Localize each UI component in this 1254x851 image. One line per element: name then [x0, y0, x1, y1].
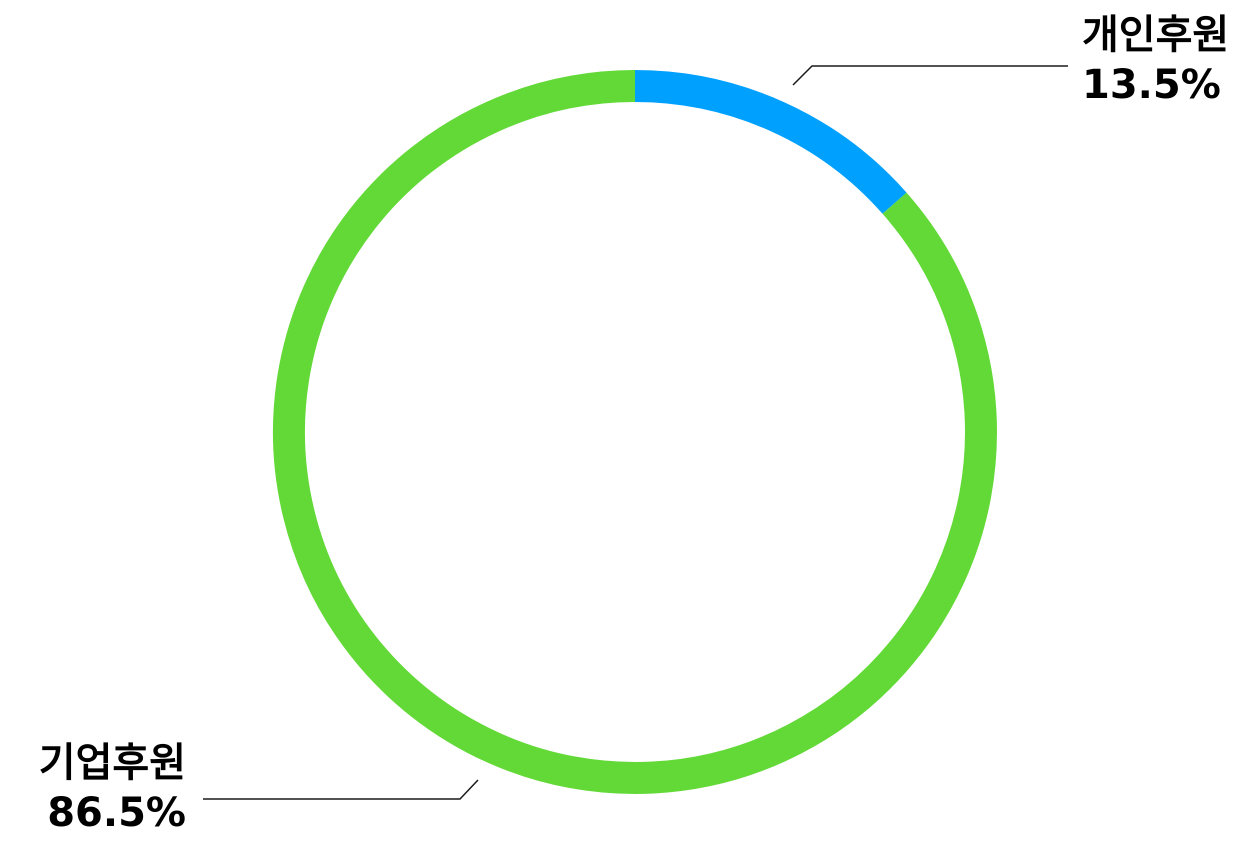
data-label-personal: 개인후원 13.5% — [1082, 10, 1229, 110]
slice-personal — [634, 70, 907, 214]
slice-corporate — [273, 70, 997, 794]
category-label-corporate: 기업후원 — [38, 740, 186, 786]
value-label-corporate: 86.5% — [47, 790, 186, 836]
leader-line-corporate — [203, 779, 479, 800]
category-label-personal: 개인후원 — [1082, 12, 1230, 58]
donut-slices — [273, 70, 997, 794]
value-label-personal: 13.5% — [1082, 62, 1221, 108]
leader-line-personal — [792, 65, 1068, 86]
data-label-corporate: 기업후원 86.5% — [18, 738, 186, 838]
